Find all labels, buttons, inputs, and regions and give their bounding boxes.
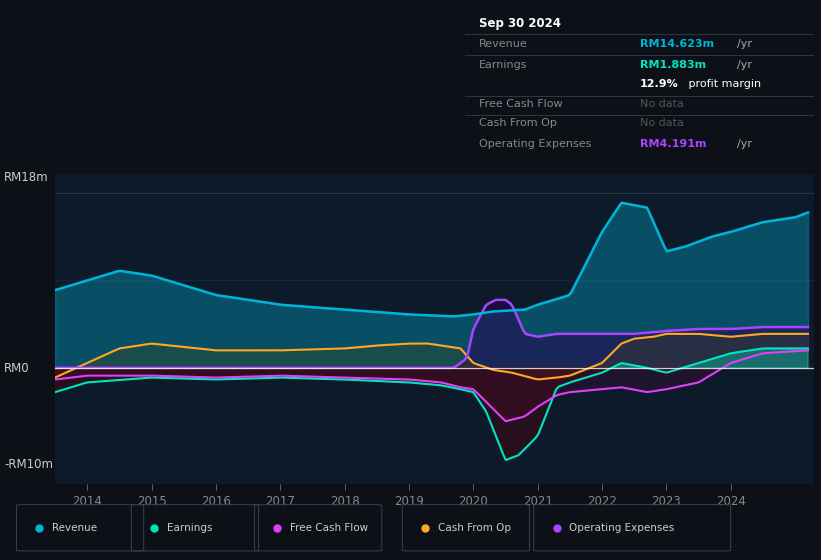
- Text: /yr: /yr: [737, 60, 753, 70]
- Text: profit margin: profit margin: [685, 79, 761, 89]
- Text: No data: No data: [640, 100, 683, 109]
- Text: RM4.191m: RM4.191m: [640, 139, 706, 149]
- Text: RM18m: RM18m: [4, 171, 48, 184]
- Text: RM1.883m: RM1.883m: [640, 60, 706, 70]
- Text: Earnings: Earnings: [167, 523, 212, 533]
- Text: Operating Expenses: Operating Expenses: [479, 139, 591, 149]
- Text: Earnings: Earnings: [479, 60, 527, 70]
- Text: /yr: /yr: [737, 39, 753, 49]
- Text: Free Cash Flow: Free Cash Flow: [479, 100, 562, 109]
- Text: -RM10m: -RM10m: [4, 458, 53, 472]
- Text: 12.9%: 12.9%: [640, 79, 678, 89]
- Text: RM0: RM0: [4, 362, 30, 375]
- Text: /yr: /yr: [737, 139, 753, 149]
- Text: RM14.623m: RM14.623m: [640, 39, 713, 49]
- Text: Revenue: Revenue: [479, 39, 527, 49]
- Text: Cash From Op: Cash From Op: [479, 119, 557, 128]
- Text: No data: No data: [640, 119, 683, 128]
- Text: Cash From Op: Cash From Op: [438, 523, 511, 533]
- Text: Free Cash Flow: Free Cash Flow: [290, 523, 368, 533]
- Text: Operating Expenses: Operating Expenses: [569, 523, 674, 533]
- Text: Sep 30 2024: Sep 30 2024: [479, 17, 561, 30]
- Text: Revenue: Revenue: [52, 523, 97, 533]
